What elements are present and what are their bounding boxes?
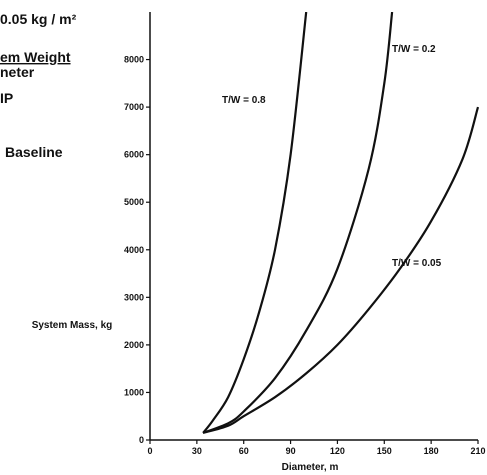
loading-annotation: 0.05 kg / m² xyxy=(0,11,77,27)
ticks: 0 30 60 90 120 150 180 210 0 1000 2000 3000 4000 5000… xyxy=(32,55,486,473)
x-tick-label: 90 xyxy=(286,446,296,456)
series-label-tw-0-2: T/W = 0.2 xyxy=(392,44,436,55)
y-tick-label: 5000 xyxy=(124,197,144,207)
y-tick-label: 3000 xyxy=(124,292,144,302)
series-line-tw-0-2 xyxy=(202,12,394,434)
x-tick-label: 120 xyxy=(330,446,345,456)
y-tick-label: 7000 xyxy=(124,102,144,112)
x-axis-title: Diameter, m xyxy=(282,462,339,473)
series-labels: T/W = 0.8 T/W = 0.2 T/W = 0.05 xyxy=(222,44,442,269)
y-axis-title: System Mass, kg xyxy=(32,320,113,331)
y-tick-label: 1000 xyxy=(124,387,144,397)
x-tick-label: 30 xyxy=(192,446,202,456)
x-tick-label: 60 xyxy=(239,446,249,456)
y-tick-label: 8000 xyxy=(124,55,144,65)
y-tick-label: 6000 xyxy=(124,150,144,160)
series-label-tw-0-05: T/W = 0.05 xyxy=(392,258,442,269)
x-tick-label: 210 xyxy=(470,446,485,456)
fip-annotation: IP xyxy=(0,90,13,106)
system-weight-annotation: em Weight xyxy=(0,49,71,65)
y-tick-label: 4000 xyxy=(124,245,144,255)
y-tick-label: 2000 xyxy=(124,340,144,350)
y-tick-label: 0 xyxy=(139,435,144,445)
series-line-tw-0-05 xyxy=(202,106,480,434)
series-label-tw-0-8: T/W = 0.8 xyxy=(222,95,266,106)
x-tick-label: 180 xyxy=(424,446,439,456)
axes xyxy=(149,12,478,441)
x-tick-label: 0 xyxy=(147,446,152,456)
series-line-tw-0-8 xyxy=(202,12,308,434)
diameter-annotation: neter xyxy=(0,64,35,80)
series-group xyxy=(202,12,480,434)
baseline-annotation: Baseline xyxy=(5,144,63,160)
annotations: 0.05 kg / m² em Weight neter IP Baseline xyxy=(0,11,77,160)
x-tick-label: 150 xyxy=(377,446,392,456)
